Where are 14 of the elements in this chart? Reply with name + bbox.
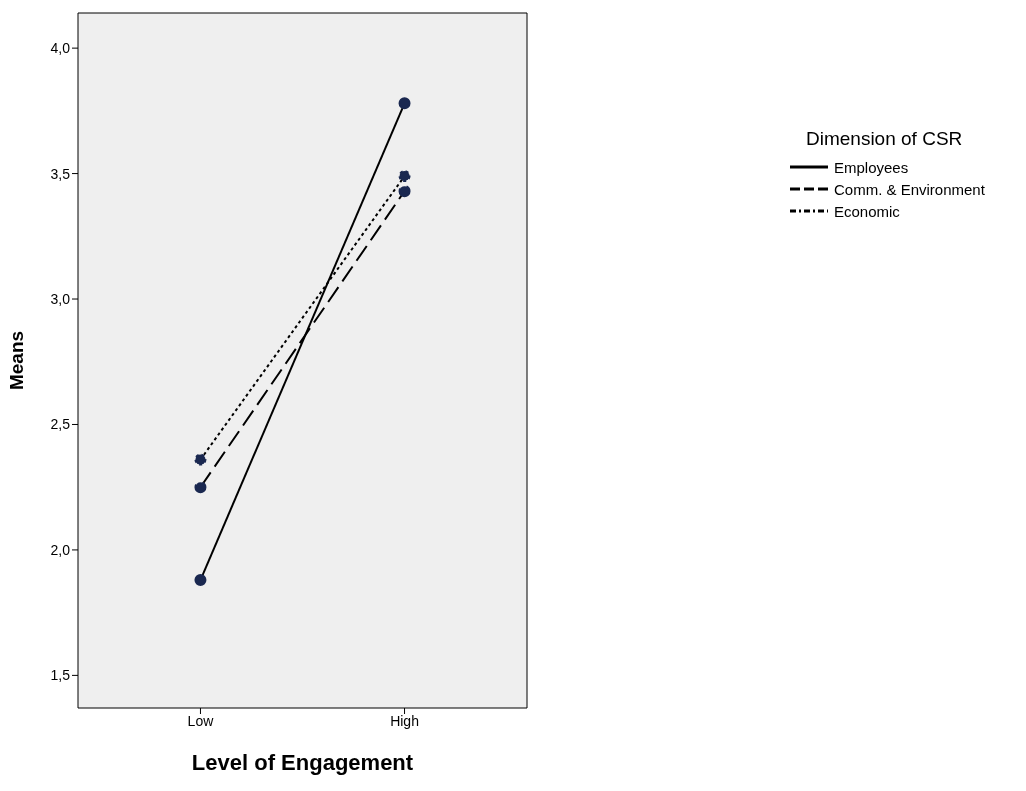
- x-tick-label: High: [390, 712, 419, 729]
- legend-label: Employees: [834, 158, 909, 176]
- y-tick-label: 3,5: [50, 165, 71, 182]
- y-tick-label: 1,5: [50, 667, 71, 684]
- x-axis-title: Level of Engagement: [191, 750, 414, 775]
- y-tick-label: 4,0: [50, 40, 71, 57]
- legend-title: Dimension of CSR: [806, 128, 964, 150]
- y-tick-label: 2,5: [50, 416, 71, 433]
- legend-label: Economic: [834, 202, 900, 220]
- legend-label: Comm. & Environment: [834, 180, 985, 198]
- y-tick-label: 2,0: [50, 541, 71, 558]
- y-tick-label: 3,0: [50, 291, 71, 307]
- y-axis-title: Means: [5, 330, 27, 391]
- x-tick-label: Low: [187, 712, 215, 729]
